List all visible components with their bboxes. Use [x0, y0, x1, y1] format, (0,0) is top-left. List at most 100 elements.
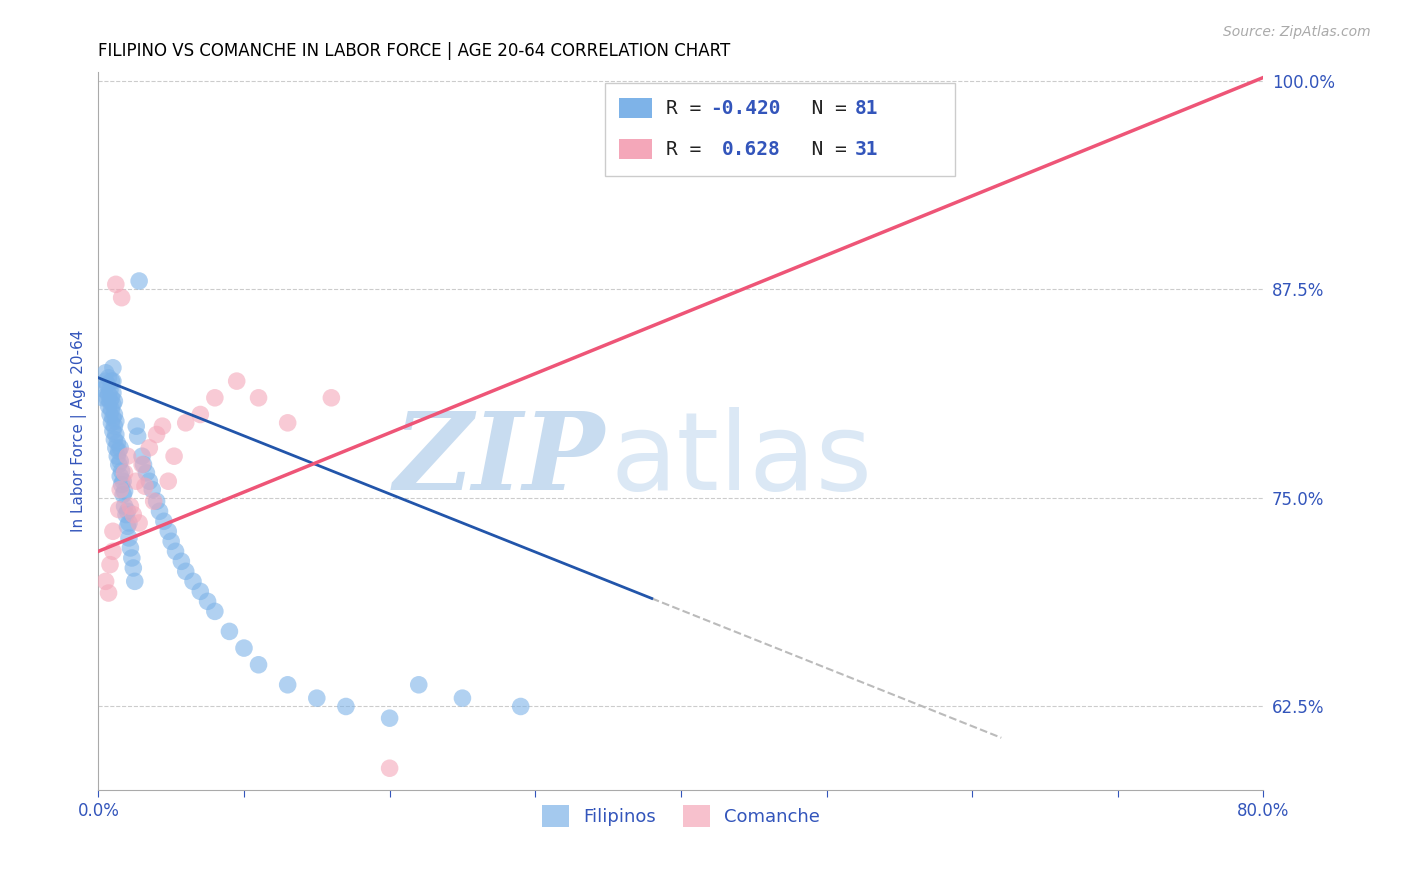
Point — [128, 516, 150, 530]
Point — [103, 419, 125, 434]
FancyBboxPatch shape — [619, 98, 652, 119]
Point — [509, 699, 531, 714]
Point — [101, 397, 124, 411]
Point — [111, 477, 134, 491]
Point — [132, 458, 155, 472]
Point — [100, 416, 122, 430]
Point — [277, 678, 299, 692]
Text: 0.628: 0.628 — [721, 140, 780, 159]
Point — [91, 391, 114, 405]
Point — [125, 419, 148, 434]
Point — [122, 508, 145, 522]
Point — [321, 391, 343, 405]
Point — [101, 374, 124, 388]
Point — [305, 691, 328, 706]
Point — [114, 484, 136, 499]
Point — [124, 574, 146, 589]
Point — [163, 449, 186, 463]
Point — [103, 408, 125, 422]
Point — [335, 699, 357, 714]
Point — [197, 594, 219, 608]
Point — [104, 414, 127, 428]
Point — [114, 500, 136, 514]
Point — [98, 383, 121, 397]
Point — [131, 449, 153, 463]
Point — [97, 399, 120, 413]
Point — [104, 441, 127, 455]
Point — [94, 374, 117, 388]
Point — [135, 466, 157, 480]
Point — [112, 474, 135, 488]
Point — [152, 419, 174, 434]
Point — [134, 479, 156, 493]
Text: atlas: atlas — [612, 407, 873, 513]
Point — [142, 494, 165, 508]
Point — [451, 691, 474, 706]
Point — [108, 441, 131, 455]
Point — [131, 458, 153, 472]
Point — [104, 277, 127, 292]
Point — [141, 483, 163, 497]
Point — [107, 444, 129, 458]
Point — [117, 519, 139, 533]
Point — [115, 508, 138, 522]
Point — [101, 524, 124, 539]
Point — [107, 458, 129, 472]
Point — [93, 383, 115, 397]
Point — [148, 504, 170, 518]
Point — [188, 408, 211, 422]
Point — [138, 474, 160, 488]
Point — [94, 574, 117, 589]
Point — [117, 504, 139, 518]
Point — [107, 502, 129, 516]
Point — [97, 371, 120, 385]
Point — [157, 474, 180, 488]
Text: -0.420: -0.420 — [710, 99, 780, 118]
Point — [225, 374, 247, 388]
Point — [118, 516, 141, 530]
Point — [111, 464, 134, 478]
Point — [153, 514, 176, 528]
Point — [108, 469, 131, 483]
Point — [98, 394, 121, 409]
Point — [105, 449, 128, 463]
Point — [97, 387, 120, 401]
Point — [138, 441, 160, 455]
Point — [100, 391, 122, 405]
Point — [98, 408, 121, 422]
Point — [103, 433, 125, 447]
Text: R =: R = — [666, 99, 713, 118]
Point — [101, 385, 124, 400]
Text: N =: N = — [789, 99, 859, 118]
Point — [112, 487, 135, 501]
Point — [277, 416, 299, 430]
Text: 31: 31 — [855, 140, 877, 159]
Point — [181, 574, 204, 589]
Point — [378, 761, 401, 775]
Text: ZIP: ZIP — [394, 407, 605, 513]
Point — [157, 524, 180, 539]
Point — [247, 657, 270, 672]
Point — [94, 366, 117, 380]
Point — [204, 391, 226, 405]
Point — [96, 391, 118, 405]
Point — [145, 427, 167, 442]
Point — [100, 374, 122, 388]
Point — [101, 424, 124, 438]
Point — [125, 474, 148, 488]
Point — [101, 410, 124, 425]
Point — [378, 711, 401, 725]
Text: R =: R = — [666, 140, 724, 159]
Point — [96, 377, 118, 392]
Legend: Filipinos, Comanche: Filipinos, Comanche — [534, 798, 828, 835]
Point — [121, 551, 143, 566]
Point — [118, 531, 141, 545]
Point — [247, 391, 270, 405]
Point — [104, 427, 127, 442]
Point — [188, 584, 211, 599]
Point — [122, 561, 145, 575]
Point — [101, 360, 124, 375]
Point — [101, 544, 124, 558]
Point — [108, 483, 131, 497]
Text: N =: N = — [789, 140, 859, 159]
